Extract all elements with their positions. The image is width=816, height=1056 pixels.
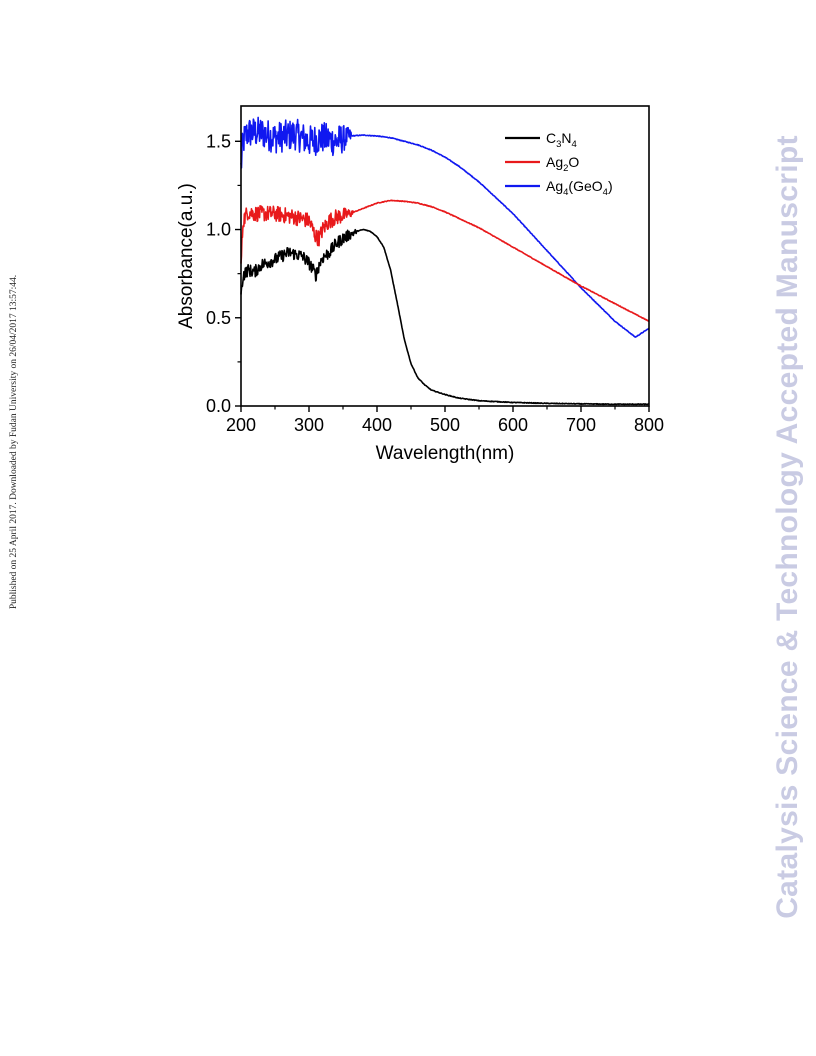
y-tick-label: 0.0 xyxy=(206,396,231,416)
x-tick-label: 300 xyxy=(294,415,324,435)
y-tick-label: 0.5 xyxy=(206,308,231,328)
x-tick-label: 600 xyxy=(498,415,528,435)
legend: C3N4 Ag2O Ag4(GeO4) xyxy=(505,130,613,198)
x-tick-label: 700 xyxy=(566,415,596,435)
x-axis-title: Wavelength(nm) xyxy=(376,443,515,464)
legend-label: Ag2O xyxy=(546,154,579,174)
series-layer xyxy=(240,116,650,406)
series-line-0 xyxy=(240,228,650,406)
y-tick-label: 1.0 xyxy=(206,220,231,240)
series-line-2 xyxy=(240,116,650,338)
x-tick-label: 400 xyxy=(362,415,392,435)
legend-label: C3N4 xyxy=(546,130,577,150)
x-tick-label: 500 xyxy=(430,415,460,435)
legend-label: Ag4(GeO4) xyxy=(546,178,613,198)
series-line-1 xyxy=(240,199,650,323)
y-tick-label: 1.5 xyxy=(206,131,231,151)
y-axis-title: Absorbance(a.u.) xyxy=(176,183,197,329)
x-tick-label: 800 xyxy=(634,415,664,435)
axis-layer: 200 300 400 500 600 700 800 0.0 0.5 1.0 1.5 xyxy=(206,131,664,435)
x-tick-label: 200 xyxy=(226,415,256,435)
